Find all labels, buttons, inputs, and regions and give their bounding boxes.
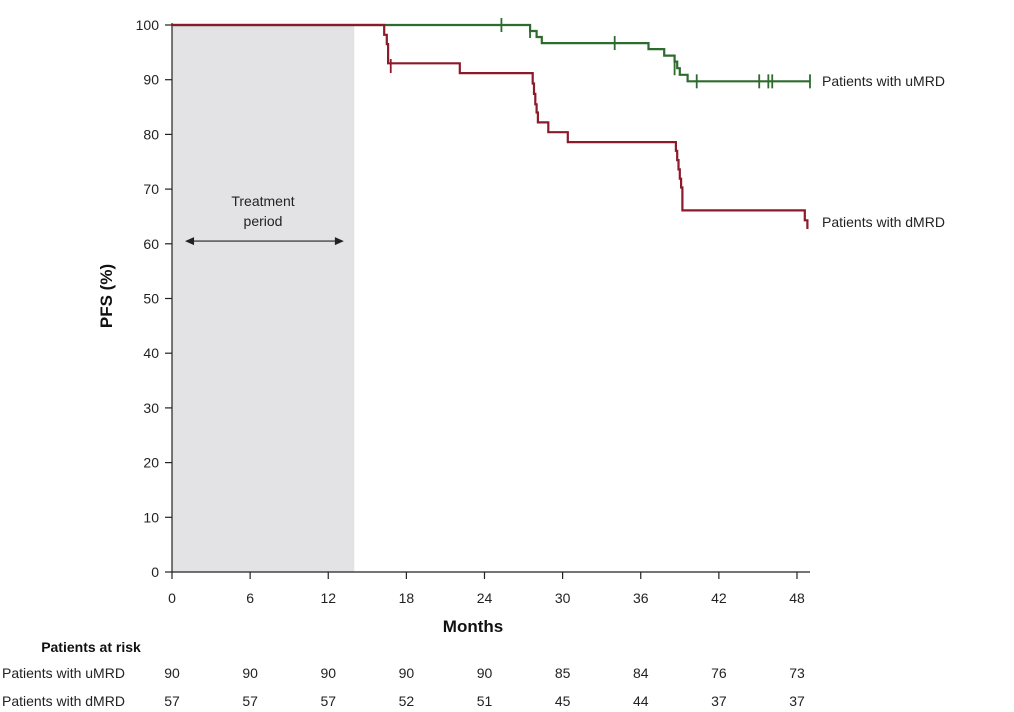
y-axis-title-group: PFS (%) (97, 264, 116, 328)
x-tick-label: 48 (789, 590, 805, 606)
risk-value-umrd: 85 (555, 665, 571, 681)
series-label-umrd: Patients with uMRD (822, 73, 945, 89)
y-tick-label: 30 (143, 400, 159, 416)
risk-table-title: Patients at risk (41, 639, 141, 655)
risk-value-umrd: 90 (477, 665, 493, 681)
risk-value-dmrd: 44 (633, 693, 649, 709)
y-tick-label: 60 (143, 236, 159, 252)
x-axis-title: Months (443, 617, 503, 636)
y-tick-label: 70 (143, 181, 159, 197)
risk-value-umrd: 90 (164, 665, 180, 681)
risk-value-dmrd: 51 (477, 693, 493, 709)
treatment-period-label-line2: period (244, 213, 283, 229)
risk-value-dmrd: 37 (789, 693, 805, 709)
risk-value-dmrd: 45 (555, 693, 571, 709)
plot-area: 0 10 20 30 40 50 60 70 80 90 100 0 6 12 18 24 30 36 42 48 (136, 17, 811, 606)
risk-row-label-dmrd: Patients with dMRD (2, 693, 125, 709)
risk-value-dmrd: 57 (242, 693, 258, 709)
risk-value-umrd: 76 (711, 665, 727, 681)
series-line-dmrd (172, 23, 809, 229)
x-tick-label: 18 (399, 590, 415, 606)
treatment-period-shading (172, 25, 355, 572)
y-tick-label: 40 (143, 345, 159, 361)
x-tick-label: 30 (555, 590, 571, 606)
risk-value-dmrd: 37 (711, 693, 727, 709)
x-tick-label: 36 (633, 590, 649, 606)
treatment-period-arrowhead-right (334, 237, 344, 246)
y-tick-label: 50 (143, 291, 159, 307)
risk-values: 90 90 90 90 90 85 84 76 73 57 57 57 52 51 45 44 37 37 (164, 665, 805, 709)
risk-value-umrd: 90 (399, 665, 415, 681)
risk-value-dmrd: 57 (320, 693, 336, 709)
y-tick-label: 10 (143, 509, 159, 525)
treatment-period-label-line1: Treatment (231, 193, 294, 209)
risk-value-dmrd: 57 (164, 693, 180, 709)
series-label-dmrd: Patients with dMRD (822, 214, 945, 230)
risk-value-dmrd: 52 (399, 693, 415, 709)
x-tick-label: 24 (477, 590, 493, 606)
y-tick-label: 0 (151, 564, 159, 580)
risk-value-umrd: 90 (242, 665, 258, 681)
x-tick-label: 6 (246, 590, 254, 606)
y-tick-label: 90 (143, 72, 159, 88)
risk-row-label-umrd: Patients with uMRD (2, 665, 125, 681)
y-tick-label: 100 (136, 17, 160, 33)
risk-value-umrd: 90 (320, 665, 336, 681)
risk-value-umrd: 73 (789, 665, 805, 681)
x-tick-label: 12 (320, 590, 336, 606)
y-tick-label: 80 (143, 126, 159, 142)
x-tick-label: 0 (168, 590, 176, 606)
x-tick-label: 42 (711, 590, 727, 606)
y-axis-title: PFS (%) (97, 264, 116, 328)
y-tick-label: 20 (143, 455, 159, 471)
treatment-period-arrowhead-left (185, 237, 195, 246)
risk-value-umrd: 84 (633, 665, 649, 681)
series-line-umrd (172, 23, 810, 83)
